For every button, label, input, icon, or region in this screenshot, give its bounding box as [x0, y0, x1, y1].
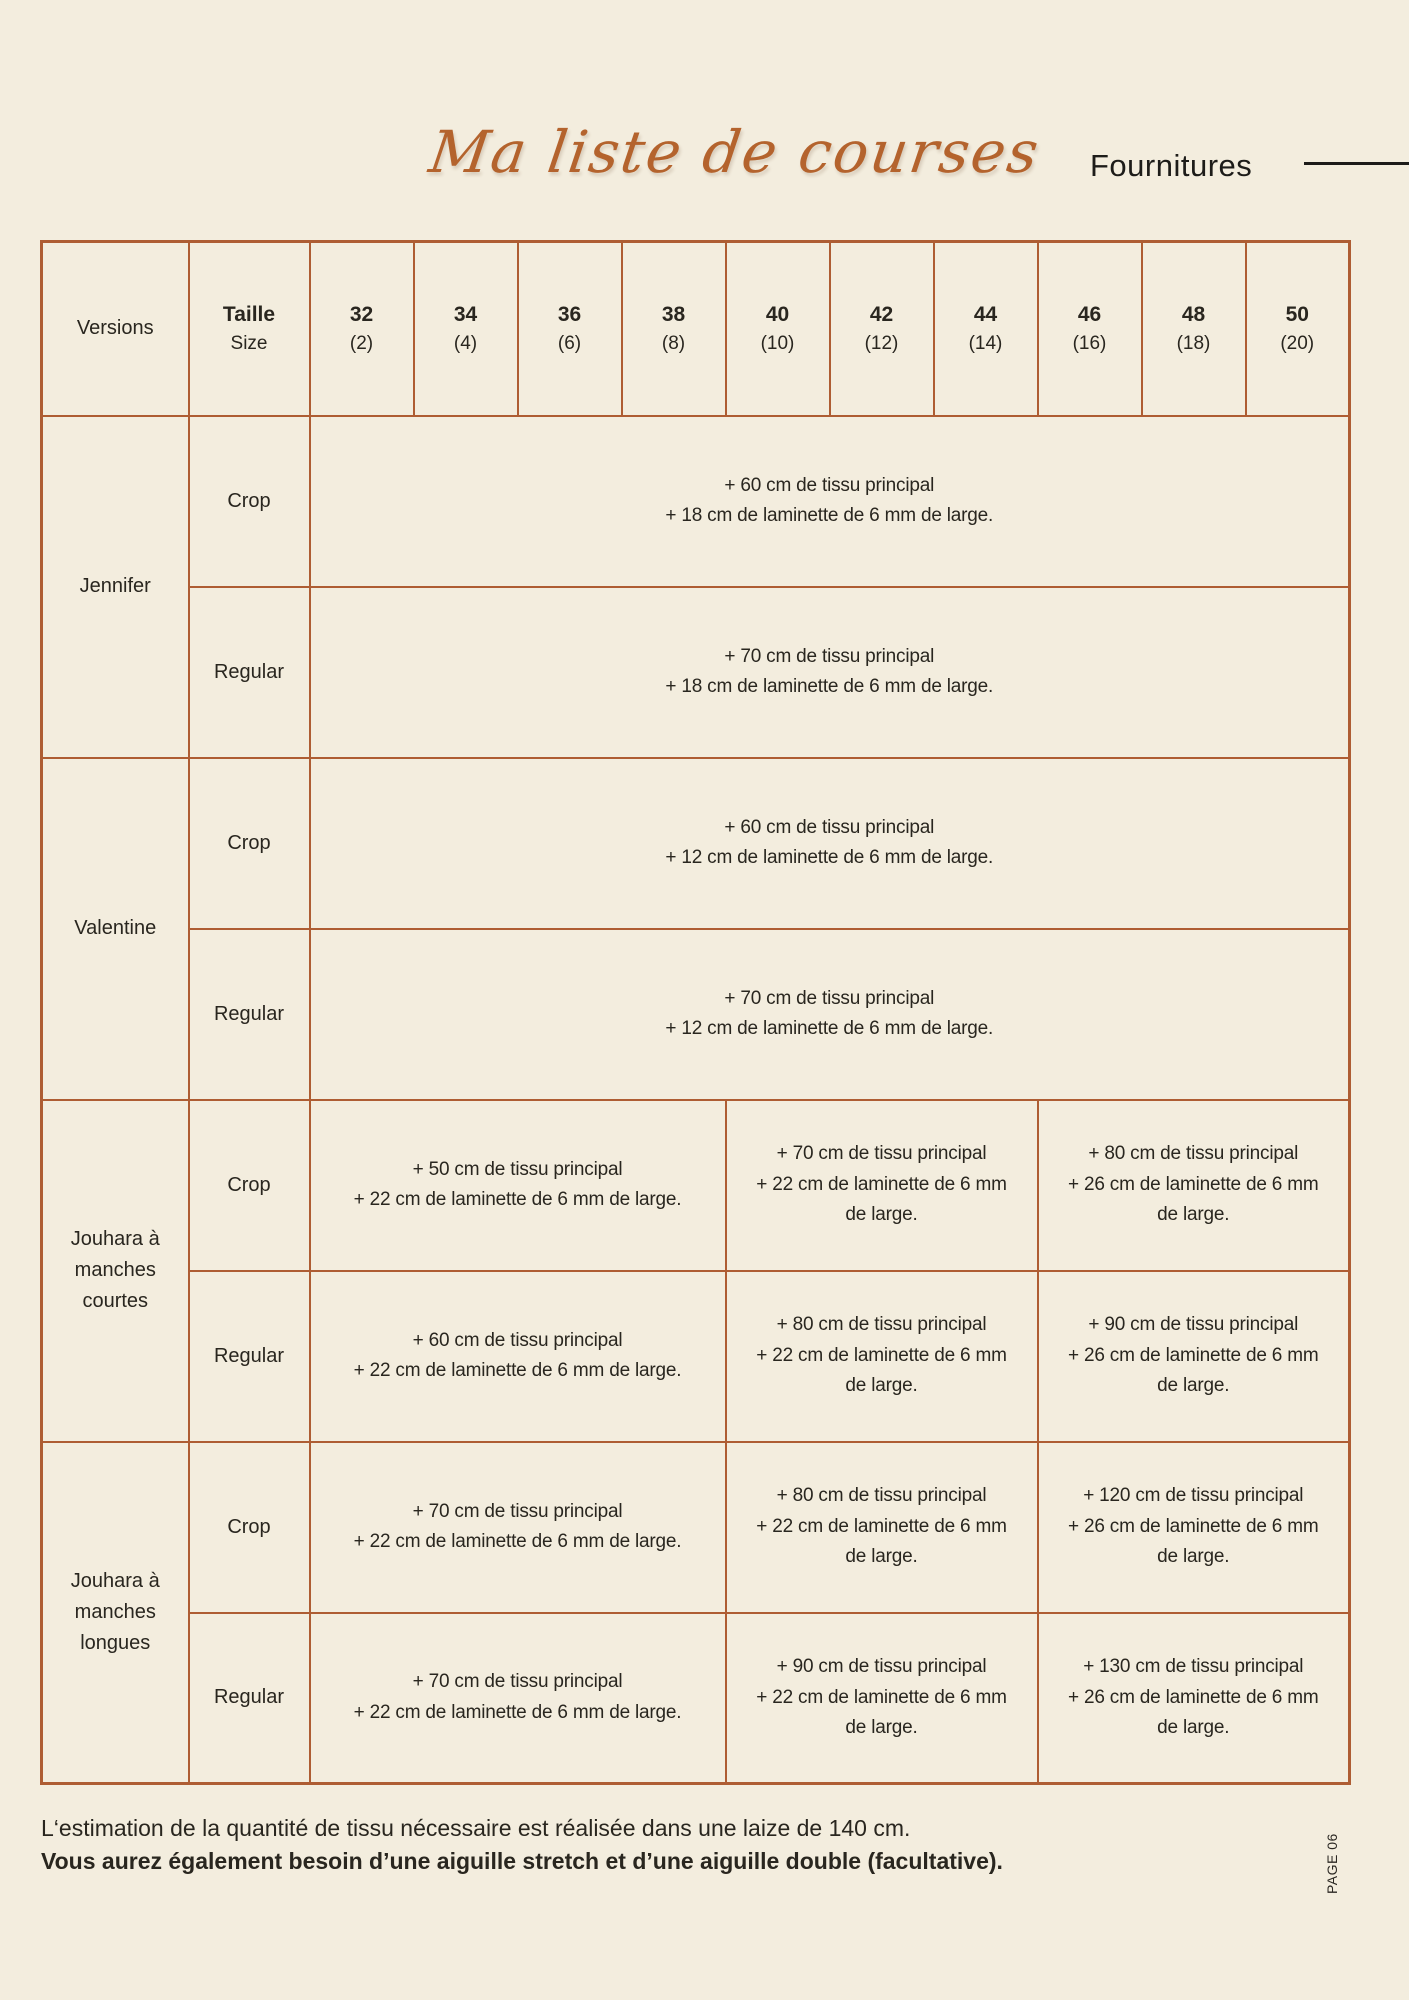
- footer-notes: L‘estimation de la quantité de tissu néc…: [41, 1812, 1141, 1879]
- row-jouhara-courtes-crop: Jouhara à manches courtes Crop + 50 cm d…: [40, 1098, 1351, 1443]
- qty-jouhara-longues-crop-46-50: + 120 cm de tissu principal + 26 cm de l…: [1036, 1440, 1351, 1614]
- qty-jouhara-courtes-regular-40-44: + 80 cm de tissu principal + 22 cm de la…: [724, 1269, 1039, 1443]
- version-valentine: Valentine: [40, 756, 190, 1101]
- row-valentine-regular: Regular + 70 cm de tissu principal + 12 …: [42, 927, 1351, 1101]
- table-header-row: Versions Taille Size 32 (2) 34 (4) 36 (6) 3…: [40, 240, 1351, 417]
- qty-jouhara-courtes-crop-46-50: + 80 cm de tissu principal + 26 cm de la…: [1036, 1098, 1351, 1272]
- qty-jennifer-crop: + 60 cm de tissu principal + 18 cm de la…: [308, 414, 1351, 588]
- size-col-48: 48 (18): [1140, 240, 1247, 417]
- row-jennifer-regular: Regular + 70 cm de tissu principal + 18 …: [42, 585, 1351, 759]
- size-col-34: 34 (4): [412, 240, 519, 417]
- row-jennifer-crop: Jennifer Crop + 60 cm de tissu principal…: [40, 414, 1351, 759]
- fit-label: Regular: [187, 1611, 311, 1785]
- qty-jouhara-longues-regular-40-44: + 90 cm de tissu principal + 22 cm de la…: [724, 1611, 1039, 1785]
- qty-jouhara-courtes-crop-40-44: + 70 cm de tissu principal + 22 cm de la…: [724, 1098, 1039, 1272]
- fit-label: Crop: [187, 414, 311, 588]
- size-header-en: Size: [230, 333, 268, 355]
- qty-valentine-regular: + 70 cm de tissu principal + 12 cm de la…: [308, 927, 1351, 1101]
- fit-label: Regular: [187, 585, 311, 759]
- row-valentine-crop: Valentine Crop + 60 cm de tissu principa…: [40, 756, 1351, 1101]
- qty-jouhara-longues-crop-32-38: + 70 cm de tissu principal + 22 cm de la…: [308, 1440, 727, 1614]
- page-title: Ma liste de courses: [425, 118, 1045, 186]
- size-col-36: 36 (6): [516, 240, 623, 417]
- section-label: Fournitures: [1090, 148, 1253, 183]
- fit-label: Regular: [187, 927, 311, 1101]
- row-jouhara-courtes-regular: Regular + 60 cm de tissu principal + 22 …: [42, 1269, 1351, 1443]
- size-header-fr: Taille: [222, 302, 276, 326]
- qty-jouhara-courtes-regular-32-38: + 60 cm de tissu principal + 22 cm de la…: [308, 1269, 727, 1443]
- size-col-50: 50 (20): [1244, 240, 1351, 417]
- qty-jouhara-longues-regular-32-38: + 70 cm de tissu principal + 22 cm de la…: [308, 1611, 727, 1785]
- page-number: PAGE 06: [1324, 1833, 1340, 1894]
- row-jouhara-longues-regular: Regular + 70 cm de tissu principal + 22 …: [42, 1611, 1351, 1785]
- size-col-44: 44 (14): [932, 240, 1039, 417]
- fit-label: Crop: [187, 1440, 311, 1614]
- version-jouhara-longues: Jouhara à manches longues: [40, 1440, 190, 1785]
- size-col-46: 46 (16): [1036, 240, 1143, 417]
- qty-jennifer-regular: + 70 cm de tissu principal + 18 cm de la…: [308, 585, 1351, 759]
- qty-valentine-crop: + 60 cm de tissu principal + 12 cm de la…: [308, 756, 1351, 930]
- version-jouhara-courtes: Jouhara à manches courtes: [40, 1098, 190, 1443]
- size-col-32: 32 (2): [308, 240, 415, 417]
- size-col-38: 38 (8): [620, 240, 727, 417]
- qty-jouhara-longues-crop-40-44: + 80 cm de tissu principal + 22 cm de la…: [724, 1440, 1039, 1614]
- row-jouhara-longues-crop: Jouhara à manches longues Crop + 70 cm d…: [40, 1440, 1351, 1785]
- fit-label: Regular: [187, 1269, 311, 1443]
- version-jennifer: Jennifer: [40, 414, 190, 759]
- fit-label: Crop: [187, 1098, 311, 1272]
- qty-jouhara-longues-regular-46-50: + 130 cm de tissu principal + 26 cm de l…: [1036, 1611, 1351, 1785]
- header-rule: [1304, 162, 1409, 165]
- supplies-table: Versions Taille Size 32 (2) 34 (4) 36 (6) 3…: [40, 240, 1351, 1785]
- size-col-42: 42 (12): [828, 240, 935, 417]
- fit-label: Crop: [187, 756, 311, 930]
- qty-jouhara-courtes-crop-32-38: + 50 cm de tissu principal + 22 cm de la…: [308, 1098, 727, 1272]
- size-col-40: 40 (10): [724, 240, 831, 417]
- size-header: Taille Size: [187, 240, 311, 417]
- footer-note-fabric-width: L‘estimation de la quantité de tissu néc…: [41, 1815, 911, 1841]
- qty-jouhara-courtes-regular-46-50: + 90 cm de tissu principal + 26 cm de la…: [1036, 1269, 1351, 1443]
- footer-note-needles: Vous aurez également besoin d’une aiguil…: [41, 1848, 1003, 1875]
- versions-header: Versions: [40, 240, 190, 417]
